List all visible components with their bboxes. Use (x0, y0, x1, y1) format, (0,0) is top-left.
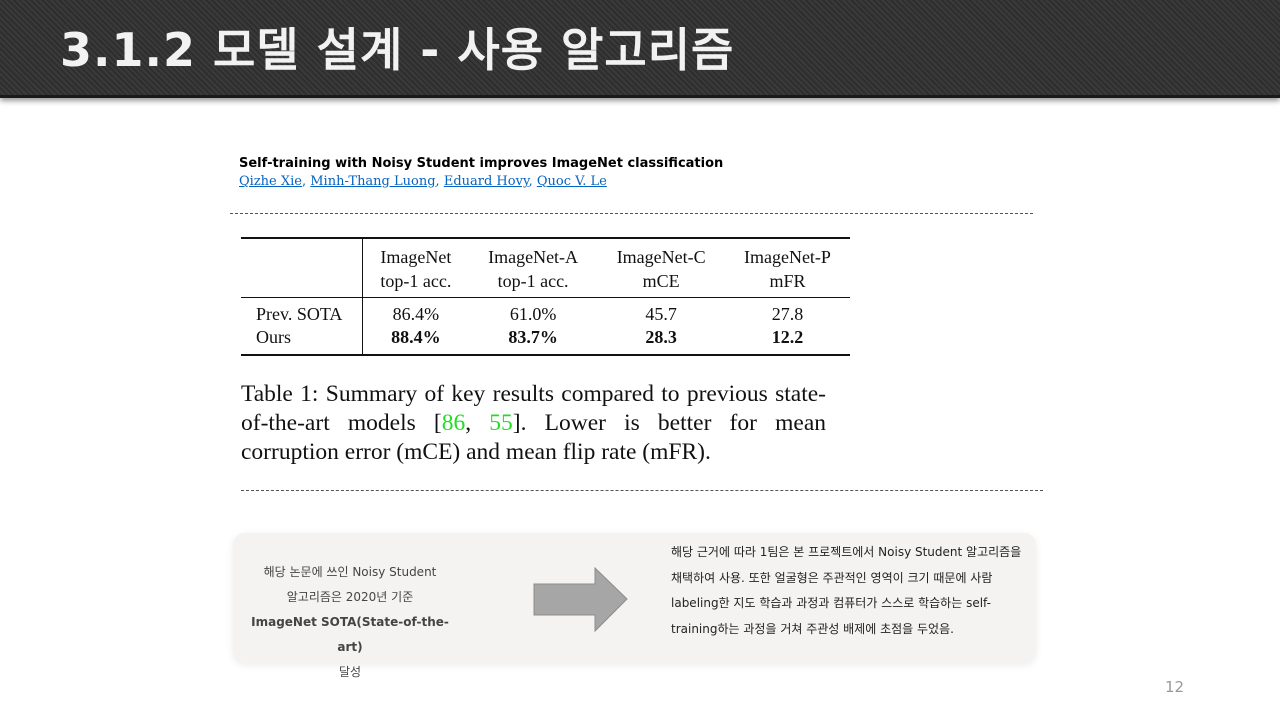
left-note: 해당 논문에 쓰인 Noisy Student 알고리즘은 2020년 기준 I… (245, 560, 455, 685)
table-header: ImageNet-C mCE (616, 247, 706, 291)
table-header: ImageNet-A top-1 acc. (488, 247, 579, 291)
divider-bottom (241, 490, 1043, 491)
table-cell: 28.3 (645, 327, 677, 347)
right-note: 해당 근거에 따라 1팀은 본 프로젝트에서 Noisy Student 알고리… (671, 545, 1022, 636)
paper-authors: Qizhe Xie, Minh-Thang Luong, Eduard Hovy… (239, 174, 607, 189)
table-cell: 45.7 (645, 304, 677, 324)
right-arrow-icon (533, 567, 628, 633)
author-link[interactable]: Qizhe Xie (239, 174, 302, 189)
author-separator: , (435, 174, 440, 189)
table-cell: 61.0% (509, 304, 557, 324)
slide-title: 3.1.2 모델 설계 - 사용 알고리즘 (60, 23, 735, 77)
author-link[interactable]: Minh-Thang Luong (310, 174, 436, 189)
row-label: Prev. SOTA (241, 297, 363, 326)
divider-top (230, 213, 1033, 214)
table-cell: 88.4% (391, 327, 441, 347)
table-cell: 86.4% (392, 304, 440, 324)
paper-title: Self-training with Noisy Student improve… (239, 156, 724, 171)
title-bar: 3.1.2 모델 설계 - 사용 알고리즘 (0, 0, 1280, 98)
table-row: Ours 88.4% 83.7% 28.3 12.2 (241, 326, 850, 355)
table-header-empty (241, 238, 363, 298)
citation-link[interactable]: 55 (489, 410, 513, 436)
note-line: ImageNet SOTA(State-of-the-art) (251, 615, 449, 654)
table-cell: 12.2 (771, 327, 804, 347)
table-header: ImageNet top-1 acc. (380, 247, 452, 291)
table-cell: 27.8 (771, 304, 804, 324)
table-caption: Table 1: Summary of key results compared… (241, 381, 827, 465)
table-header-row: ImageNet top-1 acc. ImageNet-A top-1 acc. … (241, 238, 850, 298)
table-header: ImageNet-P mFR (743, 247, 831, 291)
note-line: 알고리즘은 2020년 기준 (286, 590, 414, 604)
note-line: 해당 논문에 쓰인 Noisy Student (263, 565, 437, 579)
author-separator: , (301, 174, 307, 189)
table-cell: 83.7% (508, 327, 558, 347)
author-separator: , (528, 174, 533, 189)
table-row: Prev. SOTA 86.4% 61.0% 45.7 27.8 (241, 297, 850, 326)
author-link[interactable]: Quoc V. Le (536, 174, 607, 189)
note-line: 달성 (338, 665, 362, 679)
page-number: 12 (1165, 678, 1185, 696)
row-label: Ours (241, 326, 363, 355)
results-table: ImageNet top-1 acc. ImageNet-A top-1 acc. … (241, 237, 850, 356)
citation-link[interactable]: 86 (441, 410, 466, 436)
note-box (233, 533, 1036, 663)
author-link[interactable]: Eduard Hovy (443, 174, 529, 189)
